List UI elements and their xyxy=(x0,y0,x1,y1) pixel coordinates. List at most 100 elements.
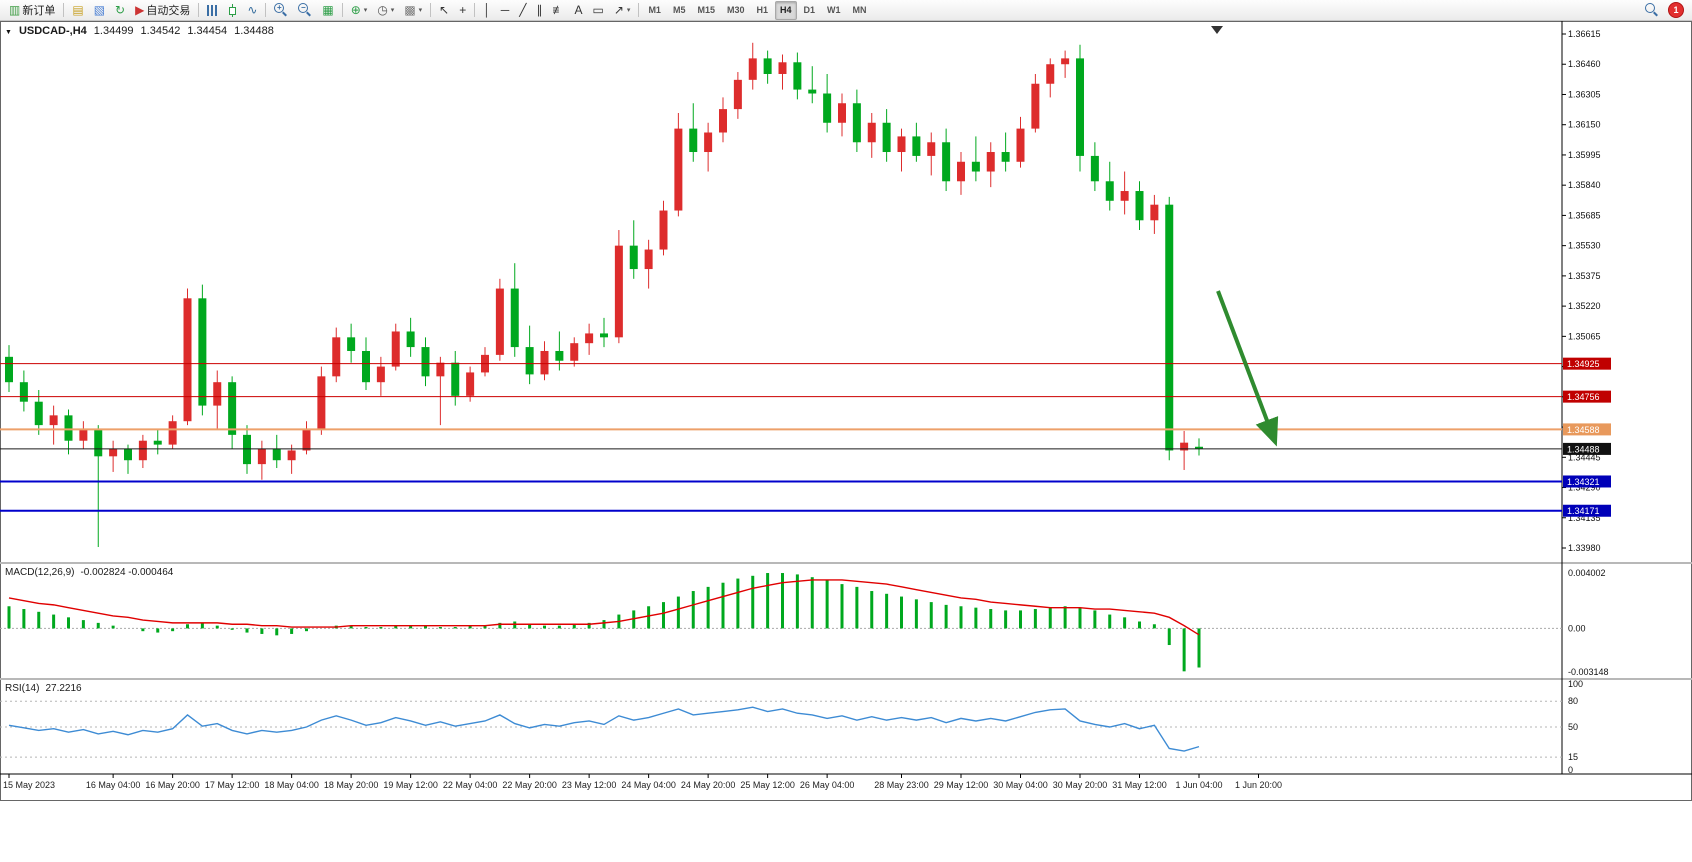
candle-body xyxy=(228,382,237,435)
candle-body xyxy=(957,161,965,182)
candle-body xyxy=(138,440,147,461)
candle-body xyxy=(838,103,846,123)
macd-axis-label: 0.00 xyxy=(1568,623,1586,633)
price-tick-label: 1.36305 xyxy=(1568,89,1601,99)
candle-body xyxy=(1061,58,1070,65)
rsi-axis-label: 80 xyxy=(1568,696,1578,706)
toolbar-separator xyxy=(474,3,476,17)
fibonacci-button[interactable]: ≢ xyxy=(549,1,569,20)
chart-window[interactable]: 1.36615 1.36460 1.36305 1.36150 1.35995 1.358… xyxy=(0,21,1692,801)
bar-chart-type-button[interactable] xyxy=(203,1,222,20)
price-tick-label: 1.35220 xyxy=(1568,301,1601,311)
sell-signal-arrow[interactable] xyxy=(1216,290,1279,447)
equidistant-channel-icon: ∥ xyxy=(536,3,543,17)
candle-body xyxy=(332,337,341,377)
arrows-shapes-icon: ↗ xyxy=(613,3,624,17)
price-line-badge-label: 1.34171 xyxy=(1567,506,1600,516)
zoom-in-button[interactable] xyxy=(270,1,292,20)
candle-body xyxy=(1016,128,1025,162)
horizontal-line-button[interactable]: ─ xyxy=(497,1,514,20)
candle-body xyxy=(19,382,28,402)
cursor-button[interactable]: ↖ xyxy=(435,1,453,20)
zoom-out-button[interactable] xyxy=(294,1,316,20)
time-axis-label: 17 May 12:00 xyxy=(205,780,260,790)
candle-body xyxy=(778,62,787,74)
macd-signal-line xyxy=(8,579,1200,636)
chart-canvas[interactable]: 1.36615 1.36460 1.36305 1.36150 1.35995 1.358… xyxy=(0,21,1692,801)
candle-body xyxy=(64,415,73,441)
candle-body xyxy=(704,132,713,153)
candle-body xyxy=(585,333,594,344)
line-chart-type-button[interactable]: ∿ xyxy=(243,1,261,20)
refresh-button[interactable]: ↻ xyxy=(111,1,129,20)
text-button[interactable]: A xyxy=(571,1,587,20)
crosshair-icon: + xyxy=(459,3,467,17)
new-order-icon: ▥ xyxy=(9,3,21,17)
one-click-trading-toggle[interactable]: ▼ xyxy=(5,29,12,36)
auto-trading-button[interactable]: ▶ 自动交易 xyxy=(131,1,194,20)
candle-body xyxy=(1105,181,1114,201)
templates-button[interactable]: ▩ ▾ xyxy=(400,1,426,20)
candle-body xyxy=(406,331,415,348)
indicators-button[interactable]: ⊕ ▾ xyxy=(347,1,372,20)
candle-body xyxy=(5,356,13,383)
trendline-button[interactable]: ╱ xyxy=(515,1,530,20)
candle-body xyxy=(1150,204,1159,221)
notification-badge[interactable]: 1 xyxy=(1668,2,1684,18)
candle-body xyxy=(912,136,921,156)
candle-body xyxy=(540,350,549,375)
periods-menu-button[interactable]: ◷ ▾ xyxy=(373,1,398,20)
price-tick-label: 1.36150 xyxy=(1568,120,1601,130)
chart-window-button[interactable]: ▤ xyxy=(68,1,87,20)
indicators-icon: ⊕ xyxy=(350,3,361,17)
timeframe-mn-button[interactable]: MN xyxy=(852,5,867,15)
timeframe-h4-button[interactable]: H4 xyxy=(775,0,797,20)
price-tick-label: 1.34290 xyxy=(1568,483,1601,493)
time-axis-label: 18 May 20:00 xyxy=(324,780,379,790)
price-line-badge xyxy=(1563,357,1611,370)
profiles-icon: ▧ xyxy=(93,3,106,17)
price-tick-label: 1.35840 xyxy=(1568,180,1601,190)
crosshair-button[interactable]: + xyxy=(455,1,470,20)
templates-icon: ▩ xyxy=(404,3,416,17)
candle-body xyxy=(1001,152,1010,162)
candle-body xyxy=(153,440,162,445)
dropdown-caret-icon: ▾ xyxy=(390,7,395,14)
new-order-button[interactable]: ▥ 新订单 xyxy=(5,1,59,20)
search-button[interactable] xyxy=(1641,1,1663,20)
candlestick-chart-type-button[interactable] xyxy=(224,1,241,20)
candle-body xyxy=(49,415,58,426)
text-icon: A xyxy=(574,3,583,17)
candle-body xyxy=(168,421,177,445)
text-label-icon: ▭ xyxy=(592,3,604,17)
candle-body xyxy=(272,448,281,461)
toolbar-separator xyxy=(430,3,432,17)
fibonacci-icon: ≢ xyxy=(552,3,565,17)
vertical-line-button[interactable]: │ xyxy=(479,1,495,20)
timeframe-m15-button[interactable]: M15 xyxy=(697,5,715,15)
price-line-badge xyxy=(1563,475,1611,488)
arrows-shapes-button[interactable]: ↗ ▾ xyxy=(610,1,635,20)
panel-separator[interactable] xyxy=(0,678,1692,680)
timeframe-w1-button[interactable]: W1 xyxy=(827,5,841,15)
timeframe-m30-button[interactable]: M30 xyxy=(726,5,745,15)
text-label-button[interactable]: ▭ xyxy=(589,1,608,20)
equidistant-channel-button[interactable]: ∥ xyxy=(533,1,547,20)
horizontal-line-icon: ─ xyxy=(500,3,510,17)
timeframe-m1-button[interactable]: M1 xyxy=(648,5,661,15)
rsi-axis-label: 50 xyxy=(1568,722,1578,732)
tile-windows-button[interactable]: ▦ xyxy=(318,1,337,20)
price-line-badge-label: 1.34488 xyxy=(1567,444,1600,454)
price-tick-label: 1.35065 xyxy=(1568,331,1601,341)
candle-body xyxy=(243,434,251,465)
price-line-badge xyxy=(1563,423,1611,436)
timeframe-d1-button[interactable]: D1 xyxy=(803,5,816,15)
timeframe-m5-button[interactable]: M5 xyxy=(672,5,686,15)
candle-body xyxy=(198,298,207,406)
panel-separator[interactable] xyxy=(0,562,1692,564)
candle-body xyxy=(763,58,772,74)
chart-shift-marker[interactable] xyxy=(1211,26,1223,34)
auto-trading-icon: ▶ xyxy=(135,3,145,17)
profiles-button[interactable]: ▧ xyxy=(90,1,109,20)
timeframe-h1-button[interactable]: H1 xyxy=(756,5,769,15)
